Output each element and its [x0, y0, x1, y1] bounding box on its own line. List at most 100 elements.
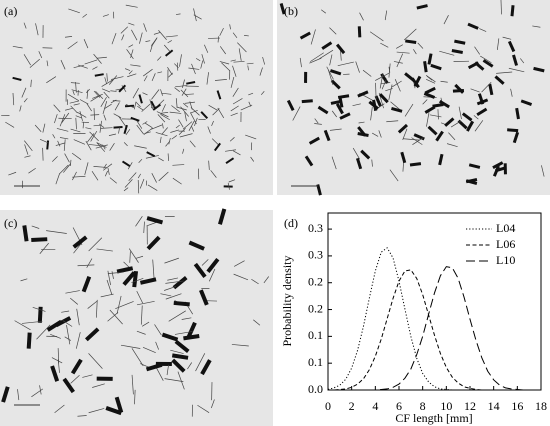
- panel-a-image: [0, 0, 273, 195]
- fiber: [233, 273, 249, 281]
- x-tick-label: 4: [372, 399, 378, 413]
- y-axis-title: Probability density: [280, 256, 294, 347]
- fiber: [209, 268, 216, 282]
- fiber: [139, 277, 157, 285]
- fiber: [136, 300, 155, 306]
- fiber: [427, 53, 433, 65]
- fiber: [230, 59, 236, 62]
- fiber: [413, 75, 422, 87]
- fiber: [380, 82, 391, 85]
- fiber: [172, 276, 188, 290]
- fiber: [100, 127, 113, 129]
- fiber: [508, 67, 525, 73]
- fiber: [375, 82, 377, 100]
- fiber: [260, 91, 265, 96]
- fiber: [480, 55, 492, 64]
- fiber: [189, 140, 196, 148]
- fiber: [212, 108, 220, 116]
- y-tick-label: 0.2: [308, 301, 323, 315]
- fiber: [116, 295, 122, 314]
- fiber: [374, 95, 382, 107]
- fiber: [461, 112, 473, 122]
- fiber: [426, 112, 430, 127]
- fiber: [225, 149, 237, 152]
- fiber: [127, 73, 137, 78]
- fiber: [184, 101, 196, 104]
- fiber: [204, 44, 209, 53]
- fiber: [88, 237, 103, 252]
- fiber: [424, 86, 436, 95]
- fiber: [378, 130, 382, 138]
- fiber: [63, 163, 71, 173]
- fiber: [355, 157, 363, 170]
- fiber: [182, 79, 185, 88]
- fiber: [86, 103, 92, 112]
- fiber: [232, 150, 241, 156]
- y-tick-label: 0.2: [308, 274, 323, 288]
- fiber: [168, 310, 186, 322]
- fiber: [352, 103, 361, 107]
- fiber: [163, 44, 171, 53]
- fiber: [144, 122, 153, 128]
- fiber: [152, 103, 161, 111]
- fiber: [165, 141, 170, 147]
- fiber: [309, 57, 322, 64]
- fiber: [405, 39, 417, 44]
- x-tick-label: 10: [440, 399, 452, 413]
- fiber: [84, 327, 100, 342]
- fiber: [104, 170, 108, 177]
- fiber: [103, 163, 113, 171]
- fiber: [54, 114, 58, 124]
- fiber: [73, 139, 86, 145]
- fiber: [409, 162, 422, 167]
- panel-c-image: [0, 210, 273, 426]
- fiber: [14, 320, 31, 331]
- fiber: [219, 27, 224, 36]
- fiber: [178, 127, 186, 135]
- fiber: [118, 84, 127, 93]
- fiber: [12, 92, 15, 106]
- fiber: [369, 31, 384, 42]
- fiber: [435, 130, 444, 142]
- fiber: [237, 42, 247, 53]
- panel-label: (c): [4, 216, 17, 230]
- fiber: [474, 61, 485, 71]
- fiber: [123, 124, 128, 135]
- fiber: [142, 68, 153, 77]
- fiber: [108, 133, 117, 136]
- fiber: [96, 248, 113, 252]
- series-line: [328, 269, 541, 391]
- fiber: [299, 31, 311, 40]
- fiber: [193, 8, 197, 22]
- fiber: [217, 107, 225, 119]
- fiber: [57, 140, 61, 147]
- fiber: [81, 121, 89, 123]
- fiber: [101, 88, 111, 93]
- fiber: [132, 87, 139, 99]
- fiber: [316, 184, 322, 196]
- fiber: [329, 27, 337, 35]
- fiber: [36, 324, 51, 340]
- fiber: [165, 293, 182, 300]
- fiber: [86, 258, 93, 268]
- fiber: [39, 242, 49, 254]
- fiber: [227, 182, 230, 190]
- fiber: [137, 173, 141, 179]
- fiber: [429, 114, 442, 118]
- fiber: [339, 112, 351, 120]
- fibers: [1, 0, 545, 417]
- fiber: [213, 142, 221, 152]
- fiber: [133, 101, 137, 110]
- fiber: [24, 144, 29, 155]
- fiber: [380, 42, 389, 48]
- fiber: [26, 332, 32, 349]
- fiber: [110, 90, 117, 92]
- fiber: [161, 332, 179, 342]
- fiber: [164, 286, 177, 291]
- fiber: [92, 383, 105, 388]
- fiber: [31, 225, 40, 229]
- x-tick-label: 6: [396, 399, 402, 413]
- fiber: [81, 275, 92, 293]
- fiber: [20, 278, 28, 282]
- fiber: [165, 49, 174, 57]
